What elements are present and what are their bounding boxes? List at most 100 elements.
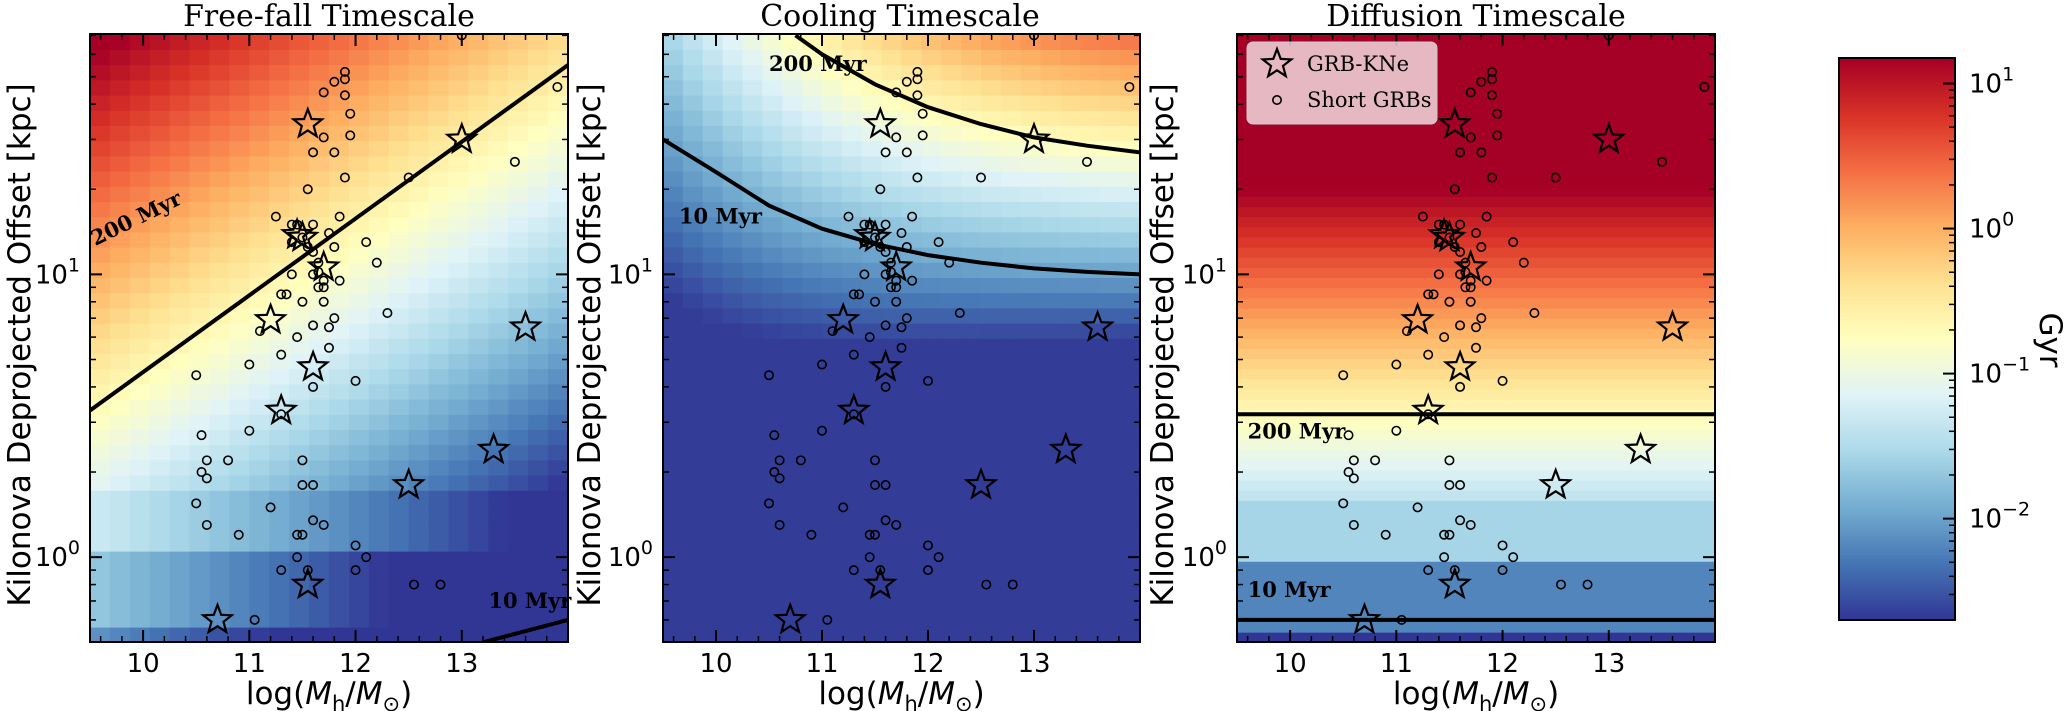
short-grb-point bbox=[864, 332, 875, 343]
heatmap-cell bbox=[229, 79, 251, 96]
heatmap-cell bbox=[528, 414, 549, 430]
heatmap-cell bbox=[309, 490, 330, 506]
grb-kne-star bbox=[1453, 249, 1488, 282]
heatmap-cell bbox=[941, 414, 962, 430]
heatmap-cell bbox=[1020, 94, 1042, 111]
heatmap-cell bbox=[881, 535, 903, 552]
heatmap-cell bbox=[921, 155, 943, 172]
heatmap-cell bbox=[428, 535, 450, 552]
heatmap-cell bbox=[1060, 414, 1082, 430]
heatmap-cell bbox=[189, 353, 211, 370]
heatmap-cell bbox=[269, 64, 290, 81]
heatmap-cell bbox=[209, 155, 231, 172]
heatmap-cell bbox=[388, 535, 410, 552]
heatmap-cell bbox=[702, 520, 724, 537]
heatmap-cell bbox=[722, 307, 744, 324]
x-tick-label: 13 bbox=[1017, 649, 1050, 679]
heatmap-cell bbox=[348, 322, 370, 339]
heatmap-cell bbox=[249, 140, 271, 157]
y-axis-label: Kilonova Deprojected Offset [kpc] bbox=[1145, 83, 1181, 606]
heatmap-cell bbox=[1040, 49, 1062, 66]
heatmap-cell bbox=[109, 246, 131, 263]
heatmap-cell bbox=[329, 566, 350, 582]
heatmap-cell bbox=[388, 322, 410, 339]
colorbar-tick-label: 100 bbox=[1969, 209, 2014, 245]
heatmap-cell bbox=[921, 170, 943, 187]
heatmap-cell bbox=[329, 611, 350, 628]
heatmap-cell bbox=[488, 246, 510, 263]
y-axis-label: Kilonova Deprojected Offset [kpc] bbox=[572, 83, 608, 606]
heatmap-cell bbox=[548, 79, 568, 96]
heatmap-cell bbox=[90, 307, 111, 324]
heatmap-cell bbox=[1120, 444, 1140, 461]
heatmap-cell bbox=[368, 216, 390, 233]
heatmap-cell bbox=[722, 277, 744, 294]
heatmap-cell bbox=[289, 383, 310, 400]
heatmap-cell bbox=[109, 383, 131, 400]
heatmap-cell bbox=[548, 246, 568, 263]
y-tick-label: 101 bbox=[608, 254, 653, 290]
heatmap-cell bbox=[1237, 34, 1715, 45]
heatmap-cell bbox=[468, 490, 490, 506]
heatmap-cell bbox=[189, 338, 211, 354]
heatmap-cell bbox=[309, 186, 330, 202]
short-grb-point bbox=[334, 275, 345, 286]
heatmap-cell bbox=[782, 231, 803, 248]
heatmap-cell bbox=[488, 186, 510, 202]
heatmap-cell bbox=[722, 262, 744, 278]
heatmap-cell bbox=[329, 201, 350, 218]
contour-line bbox=[482, 617, 568, 642]
heatmap-cell bbox=[981, 64, 1002, 81]
heatmap-cell bbox=[448, 292, 470, 309]
heatmap-cell bbox=[488, 520, 510, 537]
short-grb-point bbox=[1699, 81, 1710, 92]
heatmap-cell bbox=[802, 535, 823, 552]
heatmap-cell bbox=[961, 64, 982, 81]
heatmap-cell bbox=[209, 535, 231, 552]
heatmap-cell bbox=[1080, 277, 1102, 294]
heatmap-cell bbox=[488, 550, 510, 567]
heatmap-cell bbox=[822, 186, 843, 202]
heatmap-cell bbox=[1100, 566, 1121, 582]
short-grb-point bbox=[912, 90, 923, 101]
heatmap-cell bbox=[881, 611, 903, 628]
heatmap-cell bbox=[348, 49, 370, 66]
heatmap-cell bbox=[408, 94, 430, 111]
heatmap-cell bbox=[428, 322, 450, 339]
heatmap-cell bbox=[881, 79, 903, 96]
heatmap-cell bbox=[742, 429, 764, 446]
heatmap-cell bbox=[702, 49, 724, 66]
heatmap-cell bbox=[1237, 267, 1715, 278]
heatmap-cell bbox=[488, 262, 510, 278]
heatmap-cell bbox=[428, 246, 450, 263]
heatmap-cell bbox=[309, 94, 330, 111]
heatmap-cell bbox=[1060, 216, 1082, 233]
heatmap-cell bbox=[841, 581, 863, 598]
heatmap-cell bbox=[941, 34, 962, 50]
heatmap-cell bbox=[508, 186, 529, 202]
heatmap-cell bbox=[1100, 520, 1121, 537]
colorbar-tick-label: 101 bbox=[1969, 64, 2014, 100]
heatmap-cell bbox=[508, 550, 529, 567]
heatmap-cell bbox=[348, 277, 370, 294]
heatmap-cell bbox=[488, 231, 510, 248]
heatmap-cell bbox=[309, 474, 330, 491]
heatmap-cell bbox=[388, 581, 410, 598]
heatmap-cell bbox=[309, 155, 330, 172]
heatmap-cell bbox=[822, 505, 843, 522]
heatmap-cell bbox=[1237, 429, 1715, 441]
heatmap-cell bbox=[109, 79, 131, 96]
heatmap-cell bbox=[802, 322, 823, 339]
heatmap-cell bbox=[1237, 206, 1715, 218]
heatmap-cell bbox=[981, 110, 1002, 126]
heatmap-cell bbox=[269, 277, 290, 294]
heatmap-cell bbox=[269, 79, 290, 96]
heatmap-cell bbox=[682, 626, 704, 642]
heatmap-cell bbox=[663, 490, 684, 506]
heatmap-cell bbox=[189, 110, 211, 126]
heatmap-cell bbox=[682, 566, 704, 582]
heatmap-cell bbox=[1060, 626, 1082, 642]
heatmap-cell bbox=[901, 170, 923, 187]
